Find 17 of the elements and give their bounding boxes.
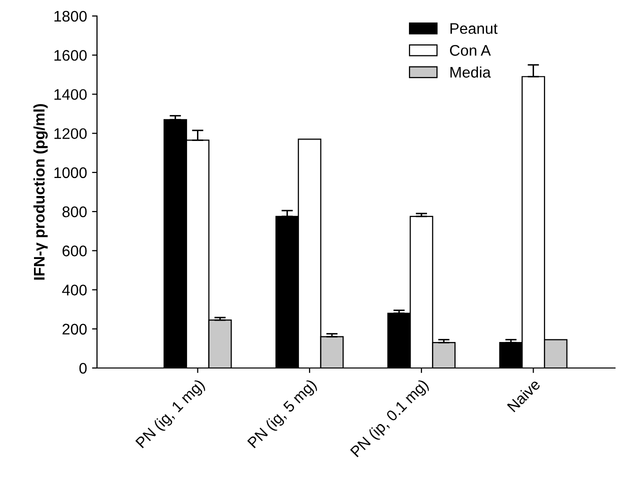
y-tick-label: 1600 bbox=[54, 50, 87, 61]
y-tick-label: 0 bbox=[79, 362, 87, 374]
y-tick-label: 1800 bbox=[54, 10, 87, 22]
x-tick-label: PN (ig, 5 mg) bbox=[246, 378, 319, 451]
y-tick-label: 1000 bbox=[54, 167, 87, 178]
x-tick-label: PN (ip, 0.1 mg) bbox=[350, 378, 431, 460]
y-tick-label: 1200 bbox=[54, 128, 87, 140]
y-tick-label: 800 bbox=[62, 206, 87, 218]
y-axis-title: IFN-γ production (pg/ml) bbox=[33, 104, 48, 280]
y-tick-label: 200 bbox=[62, 324, 87, 335]
y-tick-label: 1400 bbox=[54, 89, 87, 100]
legend-label: Con A bbox=[450, 44, 491, 56]
legend-label: Peanut bbox=[450, 23, 498, 34]
legend-label: Media bbox=[450, 66, 491, 78]
y-tick-label: 400 bbox=[62, 284, 87, 296]
y-tick-label: 600 bbox=[62, 246, 87, 256]
x-tick-label: PN (ig, 1 mg) bbox=[134, 378, 208, 451]
